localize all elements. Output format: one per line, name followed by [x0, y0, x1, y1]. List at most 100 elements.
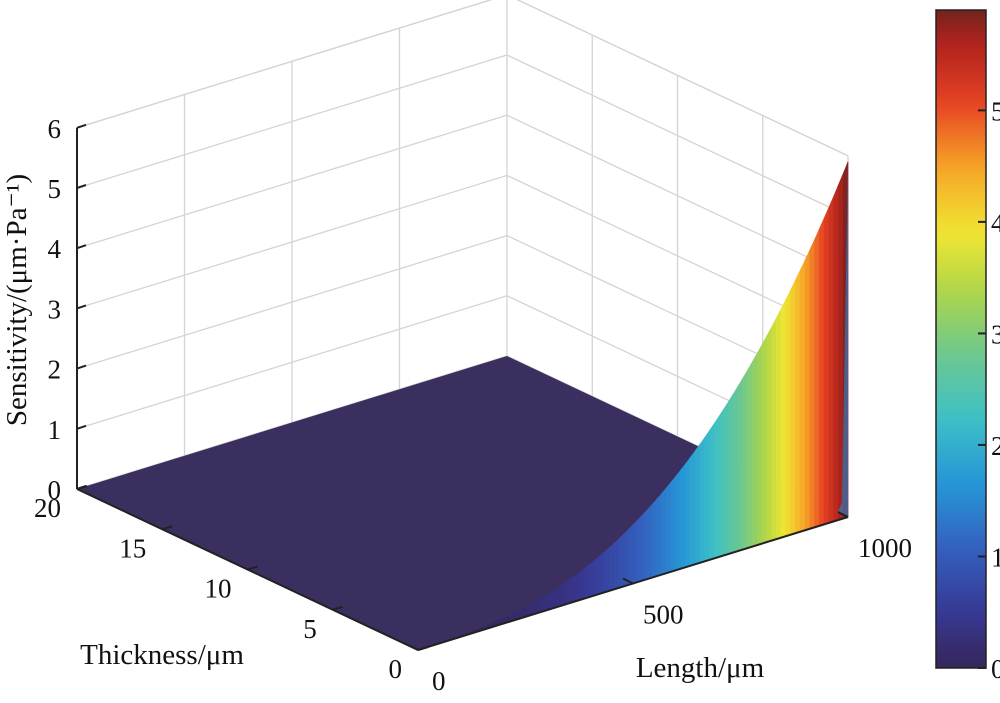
surface-strip: [680, 462, 686, 570]
z-axis-label: Sensitivity/(μm·Pa⁻¹): [1, 174, 33, 426]
colorbar-fill: [935, 9, 987, 669]
x-axis-label: Length/μm: [636, 652, 765, 684]
surface-strip: [541, 594, 548, 613]
z-tick-mark: [76, 304, 87, 310]
surface-strip: [775, 308, 782, 540]
y-tick-label: 20: [34, 493, 61, 523]
colorbar-tick-label: 1: [991, 542, 1000, 572]
grid-line-z: [76, 54, 849, 217]
surface-strip: [809, 239, 815, 530]
surface-strip: [627, 524, 634, 586]
surface-strip: [556, 584, 562, 608]
surface-strip: [613, 538, 620, 590]
surface-strip: [823, 207, 830, 525]
y-tick-label: 5: [303, 614, 317, 644]
colorbar-tick-label: 5: [991, 96, 1000, 126]
surface-strip: [833, 184, 839, 522]
x-tick-label: 500: [643, 600, 684, 630]
surface-strip: [565, 578, 572, 605]
grid-line-z: [76, 0, 849, 157]
surface-strip: [589, 559, 596, 598]
surface-strip: [804, 249, 811, 531]
surface-strip: [618, 533, 624, 589]
surface-strip: [608, 542, 615, 592]
z-tick-label: 2: [48, 355, 62, 385]
surface-strips: [417, 161, 849, 651]
y-tick-label: 0: [389, 654, 403, 684]
surface-strip: [709, 422, 715, 561]
surface-strip: [632, 519, 639, 584]
surface-strip: [728, 392, 734, 555]
surface-strip: [546, 591, 553, 611]
surface-strip: [656, 492, 663, 577]
surface-strip: [537, 596, 543, 614]
colorbar-tick-label: 4: [991, 208, 1000, 238]
surface-strip: [551, 587, 557, 610]
surface-strip: [718, 407, 725, 558]
surface-strip: [713, 415, 720, 559]
grid-line-z: [76, 174, 849, 337]
y-axis-label: Thickness/μm: [80, 639, 244, 671]
z-tick-mark: [76, 123, 87, 129]
surface-strip: [685, 456, 691, 568]
z-tick-mark: [76, 244, 87, 250]
x-tick-label: 0: [432, 666, 446, 696]
surface-strip: [642, 509, 648, 581]
surface-strip: [599, 551, 605, 595]
grid-top-edge: [76, 0, 849, 157]
surface-strip: [818, 218, 825, 527]
surface-strip: [785, 289, 792, 537]
surface-strip: [646, 503, 653, 580]
surface-strip: [795, 270, 801, 534]
surface-strip: [570, 574, 577, 604]
surface-strip: [766, 326, 772, 543]
surface-strip: [747, 360, 753, 549]
grid-line-z: [76, 114, 849, 277]
surface-strip: [723, 400, 729, 556]
surface-strip: [689, 450, 696, 567]
surface-strip: [814, 228, 820, 528]
z-tick-label: 4: [48, 234, 62, 264]
surface-strip: [575, 570, 581, 602]
colorbar-tick-label: 3: [991, 319, 1000, 349]
z-tick-mark: [76, 424, 87, 430]
surface-strip: [799, 260, 806, 533]
surface-strip: [651, 498, 658, 579]
surface-strip: [704, 429, 710, 562]
surface-strip: [637, 514, 643, 583]
colorbar-tick-label: 2: [991, 431, 1000, 461]
z-tick-label: 1: [48, 415, 62, 445]
surface-edge: [837, 161, 848, 518]
surface-strip: [737, 377, 744, 552]
surface-strip: [675, 469, 682, 571]
z-tick-mark: [76, 184, 87, 189]
z-tick-label: 6: [48, 114, 62, 144]
y-tick-mark: [161, 525, 173, 531]
y-tick-label: 15: [119, 533, 146, 563]
surface-strip: [699, 436, 706, 564]
colorbar-tick-label: 0: [991, 654, 1000, 684]
y-tick-mark: [76, 485, 88, 490]
x-tick-mark: [837, 511, 849, 518]
z-tick-label: 3: [48, 294, 62, 324]
y-tick-label: 10: [205, 574, 232, 604]
colorbar: 0 1 2 3 4 5: [935, 9, 1000, 684]
z-tick-label: 5: [48, 174, 62, 204]
surface-strip: [666, 481, 672, 574]
surface-strip: [694, 443, 701, 565]
y-tick-mark: [247, 565, 258, 571]
z-tick-label: 0: [48, 475, 62, 505]
x-tick-label: 1000: [858, 533, 912, 563]
surface-strip: [752, 352, 758, 548]
surface-strip: [560, 581, 567, 607]
surface-strip: [828, 196, 835, 524]
x-tick-mark: [407, 644, 419, 651]
surface-strip: [670, 475, 677, 573]
surface-strip: [838, 173, 844, 521]
surface-strip: [594, 555, 600, 596]
z-tick-mark: [76, 364, 87, 370]
surface-strip: [580, 567, 586, 601]
surface-strip: [584, 563, 591, 599]
surface-strip: [732, 385, 739, 553]
